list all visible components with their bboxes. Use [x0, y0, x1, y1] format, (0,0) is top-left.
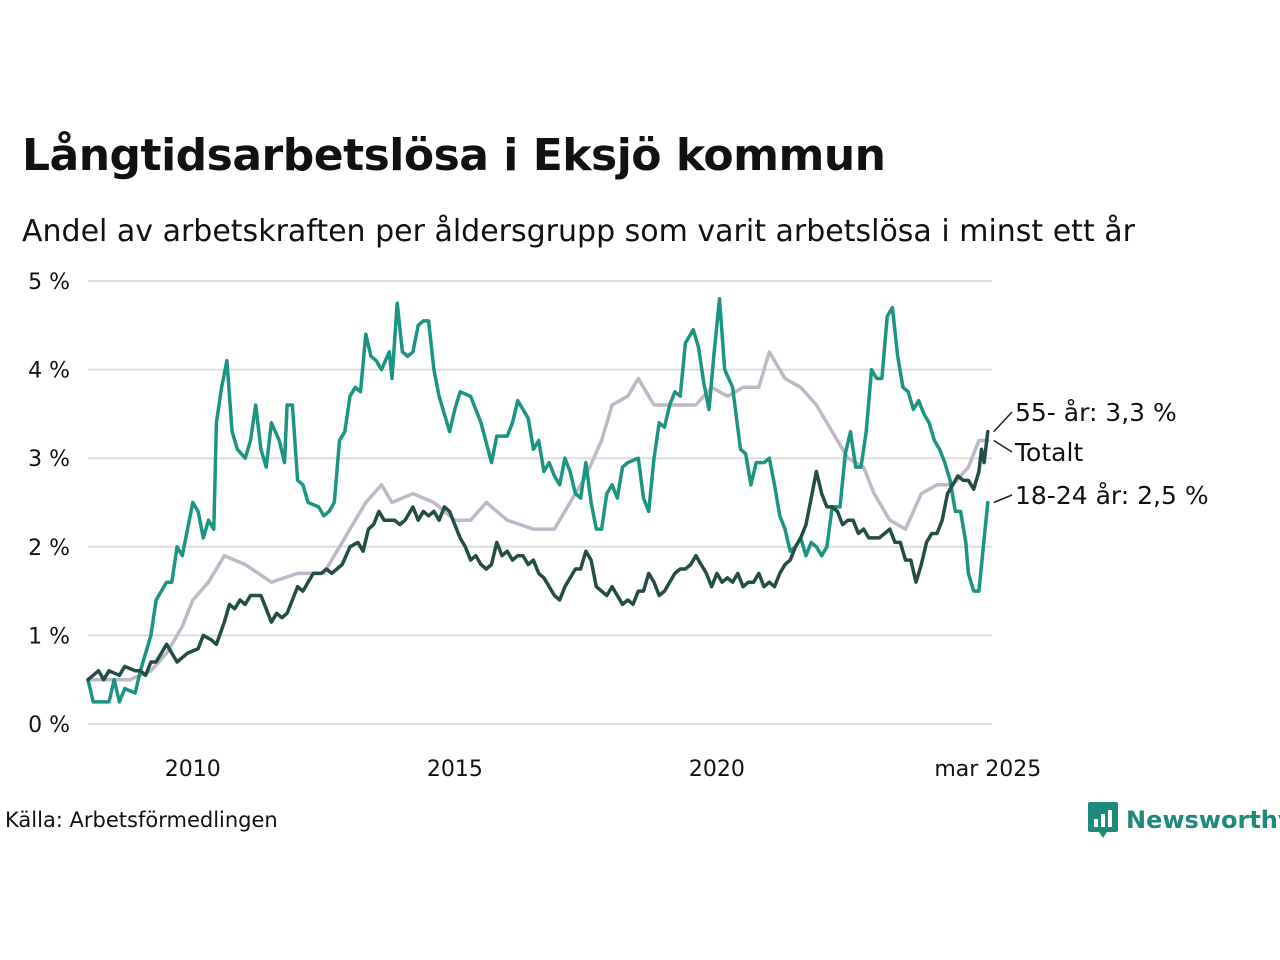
y-tick-label: 0 % [28, 713, 70, 738]
grid-lines [88, 280, 992, 725]
end-labels: Totalt 18-24 år: 2,5 % 55- år: 3,3 % [993, 398, 1209, 510]
end-label-total: Totalt [1014, 438, 1083, 467]
y-tick-label: 2 % [28, 536, 70, 561]
y-tick-label: 4 % [28, 359, 70, 384]
series-lines [86, 296, 990, 704]
newsworthy-logo-icon [1088, 802, 1118, 838]
series-line-2 [86, 429, 990, 682]
x-tick-label: mar 2025 [934, 757, 1041, 782]
x-axis-labels: 2010 2015 2020 mar 2025 [165, 757, 1041, 782]
series-line-1 [86, 296, 990, 704]
leader-line-youth [993, 494, 1013, 504]
x-tick-label: 2010 [165, 757, 221, 782]
brand-logo: Newsworthy [1088, 802, 1280, 838]
source-note: Källa: Arbetsförmedlingen [5, 808, 278, 832]
page-title: Långtidsarbetslösa i Eksjö kommun [22, 130, 886, 181]
end-label-youth: 18-24 år: 2,5 % [1015, 481, 1209, 510]
y-tick-label: 1 % [28, 624, 70, 649]
end-label-senior: 55- år: 3,3 % [1015, 398, 1177, 427]
leader-line-senior [993, 411, 1013, 433]
y-axis-labels: 0 % 1 % 2 % 3 % 4 % 5 % [28, 270, 70, 738]
page-subtitle: Andel av arbetskraften per åldersgrupp s… [22, 214, 1135, 249]
y-tick-label: 5 % [28, 270, 70, 295]
x-tick-label: 2020 [689, 757, 745, 782]
leader-line-total [993, 439, 1013, 453]
brand-name: Newsworthy [1126, 806, 1280, 834]
y-tick-label: 3 % [28, 447, 70, 472]
x-tick-label: 2015 [427, 757, 483, 782]
